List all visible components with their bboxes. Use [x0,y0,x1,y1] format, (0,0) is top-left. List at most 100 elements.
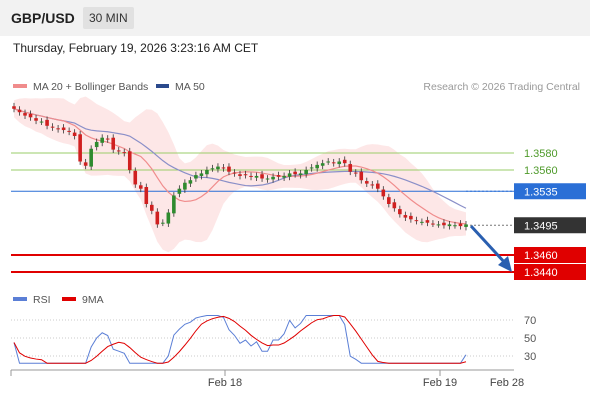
candle-body [370,184,375,186]
candle-body [398,209,402,215]
candle-body [127,151,132,170]
candle-body [116,150,121,152]
candle-body [287,173,292,177]
candle-body [89,148,93,167]
ma20-legend-label: MA 20 + Bollinger Bands [33,81,148,93]
candle-body [458,223,463,227]
candle-body [232,172,237,174]
candle-body [61,127,66,131]
pivot-price-tag [514,183,586,200]
candle-body [453,225,457,227]
candle-body [387,197,391,204]
candle-body [293,171,297,175]
candle-body [282,175,286,178]
candle-body [155,211,160,225]
candle-body [205,170,209,175]
x-tick-label-feb19: Feb 19 [423,377,457,389]
candle-body [309,167,314,169]
ma9-legend-label: 9MA [82,294,104,306]
candle-body [122,152,127,154]
candle-body [72,132,77,136]
candle-body [133,170,138,185]
candle-body [265,178,270,180]
candle-body [276,175,281,177]
support-price-label: 1.3460 [524,250,558,262]
x-tick-label-feb18: Feb 18 [208,377,242,389]
candle-body [414,220,419,222]
candle-body [431,223,435,225]
projection-arrow-shaft [469,224,508,266]
candle-body [403,215,408,218]
candle-body [28,113,33,118]
ma50-legend-label: MA 50 [175,81,205,93]
candle-body [337,161,342,165]
candle-body [260,174,264,179]
candle-body [216,166,220,170]
last-price-tag [514,217,586,234]
candle-body [150,204,154,211]
candle-body [353,172,358,174]
rsi-tick-label: 70 [524,315,536,327]
candle-body [199,173,204,176]
timeframe-button[interactable]: 30 MIN [83,7,134,29]
candle-body [331,162,336,164]
candle-body [298,173,303,176]
resistance-label: 1.3560 [524,165,558,177]
candle-body [161,222,165,224]
candle-body [138,185,143,189]
candle-body [194,175,198,179]
candle-body [227,166,231,172]
candle-body [254,175,259,178]
support-price-tag [514,264,586,280]
candle-body [315,164,319,169]
candle-body [100,137,104,143]
candle-body [381,189,386,197]
rsi-legend-label: RSI [33,294,51,306]
candle-body [376,183,380,189]
pivot-price-label: 1.3535 [524,186,558,198]
candle-body [359,171,364,181]
candle-body [23,113,27,116]
candle-body [78,134,82,162]
candle-body [166,212,171,224]
projection-arrow-head [498,256,512,272]
candle-body [144,187,149,204]
candle-body [425,220,430,223]
research-credit: Research © 2026 Trading Central [423,81,580,93]
candle-body [392,202,397,209]
ma50-line [13,108,467,209]
last-price-label: 1.3495 [524,220,558,232]
candle-body [188,180,193,184]
candle-body [17,109,22,113]
candle-body [238,174,242,176]
symbol-title: GBP/USD [11,10,75,26]
candle-body [105,138,110,140]
candle-body [67,130,71,132]
candle-body [342,159,347,164]
candle-body [221,167,226,169]
candle-body [210,168,215,170]
candle-body [50,126,55,128]
candle-body [83,162,88,166]
rsi-tick-label: 30 [524,351,536,363]
candle-body [111,137,116,150]
candle-body [243,174,248,176]
candle-body [420,221,424,223]
candle-body [326,161,330,163]
candle-body [249,175,253,177]
timestamp: Thursday, February 19, 2026 3:23:16 AM C… [13,41,259,55]
candle-body [34,118,38,121]
candle-body [56,128,60,130]
candle-body [177,188,182,194]
rsi-tick-label: 50 [524,333,536,345]
resistance-label: 1.3580 [524,148,558,160]
candle-body [409,215,413,220]
candle-body [320,163,325,166]
support-price-label: 1.3440 [524,267,558,279]
candle-body [464,224,468,227]
candle-body [348,164,353,172]
candle-body [39,121,44,123]
candle-body [183,182,187,190]
candle-body [447,224,452,227]
